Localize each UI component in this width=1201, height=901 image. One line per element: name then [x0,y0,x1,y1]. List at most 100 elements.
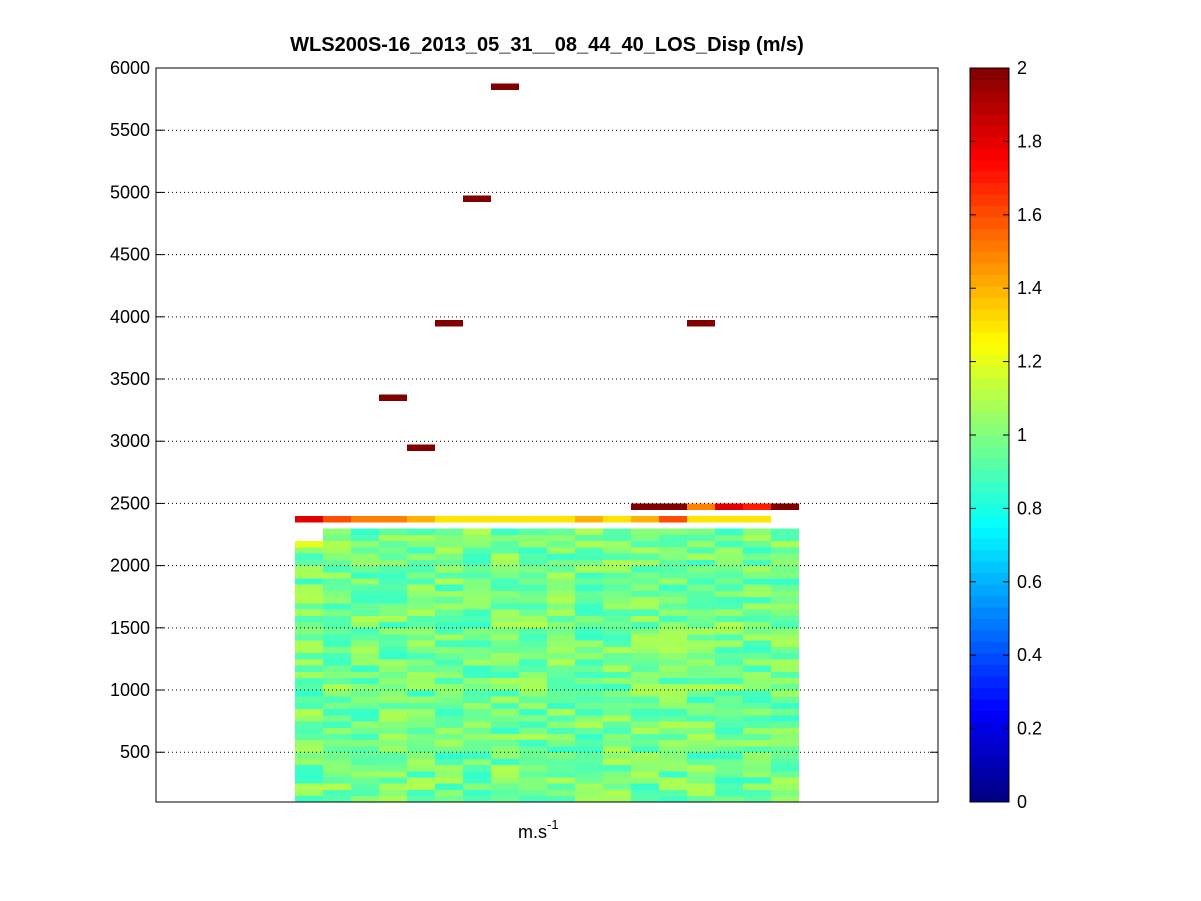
heatmap-cell [463,528,491,535]
heatmap-cell [575,559,603,567]
heatmap-cell [519,553,547,560]
heatmap-cell [435,764,463,772]
heatmap-cell [771,571,799,579]
heatmap-cell [771,503,799,511]
heatmap-cell [743,677,771,685]
colorbar-segment [970,607,1009,619]
heatmap-cell [575,584,603,591]
heatmap-cell [463,553,491,560]
chart-title: WLS200S-16_2013_05_31__08_44_40_LOS_Disp… [290,34,804,56]
heatmap-cell [715,534,743,542]
heatmap-cell [771,596,799,604]
heatmap-cell [351,714,379,722]
colorbar-segment [970,779,1009,792]
colorbar-segment [970,698,1009,711]
heatmap-cell [463,546,491,554]
heatmap-cell [687,770,715,778]
heatmap-cell [463,677,491,685]
heatmap-cell [491,534,519,542]
colorbar-segment [970,652,1009,665]
heatmap-cell [659,708,687,716]
heatmap-cell [463,609,491,616]
heatmap-cell [491,739,519,747]
heatmap-cell [547,553,575,560]
heatmap-cell [631,671,659,678]
heatmap-cell [491,627,519,635]
heatmap-cell [547,590,575,598]
heatmap-cell [435,559,463,567]
heatmap-cell [295,677,323,685]
heatmap-cell [687,584,715,591]
heatmap-plot: 500 1000 1500 2000 2500 3000 3500 4000 4500 5000 5… [110,58,939,803]
heatmap-cell [659,789,687,797]
colorbar-segment [970,171,1009,184]
heatmap-cell [351,590,379,598]
heatmap-cell [771,652,799,660]
heatmap-cell [407,746,435,753]
heatmap-cell [379,584,407,591]
heatmap-cell [435,777,463,784]
heatmap-cell [519,733,547,741]
heatmap-cell [743,596,771,604]
heatmap-cell [687,571,715,579]
heatmap-cell [547,640,575,647]
heatmap-cell [603,721,631,728]
heatmap-cell [351,546,379,554]
heatmap-cell [491,652,519,660]
heatmap-cell [715,546,743,554]
heatmap-cell [463,795,491,803]
heatmap-cell [631,795,659,803]
heatmap-cell [379,746,407,753]
heatmap-cell [435,578,463,585]
heatmap-cell [463,696,491,703]
heatmap-cell [631,553,659,560]
heatmap-cell [323,665,351,672]
heatmap-cell [379,590,407,598]
heatmap-cell [379,646,407,654]
heatmap-outlier-cell [463,195,491,203]
heatmap-cell [379,727,407,734]
heatmap-cell [575,690,603,697]
heatmap-cell [435,683,463,691]
heatmap-cell [575,602,603,610]
heatmap-cell [491,752,519,759]
heatmap-cell [603,665,631,672]
heatmap-cell [659,584,687,591]
heatmap-cell [407,795,435,803]
heatmap-cell [407,578,435,585]
heatmap-cell [379,770,407,778]
heatmap-cell [659,783,687,790]
heatmap-cell [323,733,351,741]
heatmap-cell [323,783,351,790]
heatmap-cell [435,795,463,803]
heatmap-cell [323,553,351,560]
colorbar-tick-label: 1.2 [1017,352,1042,372]
heatmap-cell [435,640,463,647]
heatmap-cell [771,777,799,784]
heatmap-cell [603,702,631,710]
heatmap-cell [603,621,631,629]
heatmap-cell [519,752,547,759]
heatmap-cell [659,503,687,511]
heatmap-cell [715,627,743,635]
heatmap-cell [771,758,799,766]
heatmap-cell [407,665,435,672]
heatmap-cell [687,714,715,722]
heatmap-cell [547,739,575,747]
heatmap-cell [547,733,575,741]
heatmap-cell [743,559,771,567]
heatmap-cell [435,646,463,654]
heatmap-cell [743,627,771,635]
heatmap-cell [351,789,379,797]
heatmap-cell [379,565,407,573]
heatmap-cell [631,634,659,641]
heatmap-cell [491,708,519,716]
heatmap-cell [575,702,603,710]
heatmap-cell [631,503,659,511]
heatmap-cell [351,528,379,535]
heatmap-cell [715,690,743,697]
heatmap-cell [687,634,715,641]
heatmap-cell [491,746,519,753]
heatmap-cell [603,708,631,716]
heatmap-cell [435,609,463,616]
